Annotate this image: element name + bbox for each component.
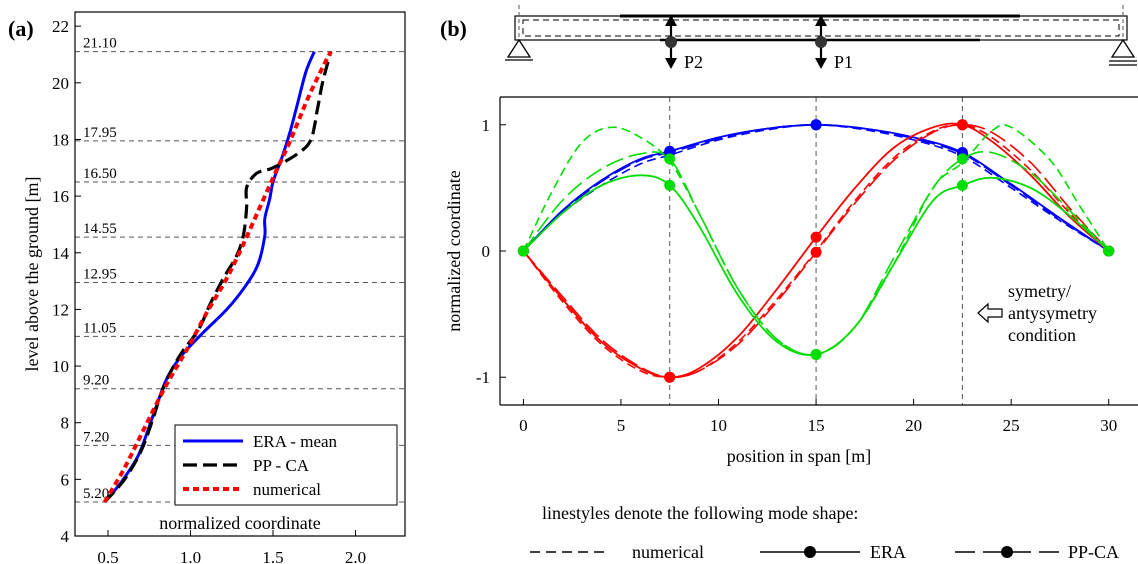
y-tick-label: 6 [61,470,70,489]
support-roller-icon [1110,38,1136,58]
mode1-marker [810,119,822,131]
y-tick-label: 1 [482,116,491,135]
y-tick-label: 18 [52,130,69,149]
level-label: 11.05 [83,320,116,336]
panel-a-frame [74,11,406,537]
mode2-marker [956,119,968,131]
mode2-marker [664,371,676,383]
style-legend-caption: linestyles denote the following mode sha… [542,503,858,523]
support-pin-icon [506,38,532,58]
load-arrow-down-icon [665,58,677,69]
x-tick-label: 20 [905,416,922,435]
annotation-arrow-icon [977,302,1003,324]
mode3-marker [956,179,968,191]
level-label: 5.20 [83,486,109,502]
series-numerical [102,50,333,504]
y-tick-label: 8 [61,414,70,433]
x-tick-label: 1.5 [262,548,283,564]
beam-schematic: P2 P1 [505,5,1137,72]
style-legend: linestyles denote the following mode sha… [530,503,1119,562]
mode2-marker [810,246,822,258]
mode3-marker [1103,245,1115,257]
mode1-ppca [522,123,1110,252]
legend-entry: ERA - mean [253,432,338,451]
style-legend-item: numerical [632,542,704,562]
mode3-marker [956,153,968,165]
load-sensor-dot [815,36,827,48]
y-tick-label: 0 [482,242,491,261]
panel-a-ylabel: level above the ground [m] [22,177,42,372]
level-label: 16.50 [83,166,117,182]
legend-entry: numerical [253,480,321,499]
panel-b-label: (b) [440,16,467,41]
x-tick-label: 15 [808,416,825,435]
mode3-marker [517,245,529,257]
load-arrow-up-icon [815,15,827,26]
y-tick-label: -1 [476,368,490,387]
mode3-marker [810,349,822,360]
style-marker [804,546,816,558]
series-pp-ca [103,51,333,504]
mode2-marker [810,231,822,243]
mode3-marker [664,153,676,165]
level-label: 14.55 [83,221,117,237]
load-arrow-down-icon [815,58,827,69]
y-tick-label: 10 [52,357,69,376]
style-marker [1001,546,1013,558]
y-tick-label: 12 [52,300,69,319]
level-label: 12.95 [83,266,117,282]
x-tick-label: 2.0 [345,548,366,564]
annotation-text: condition [1008,325,1076,345]
y-tick-label: 16 [52,187,69,206]
mode3-marker [664,179,676,191]
load-sensor-dot [665,36,677,48]
level-label: 21.10 [83,36,117,52]
x-tick-label: 1.0 [180,548,201,564]
panel-a-xlabel: normalized coordinate [159,513,320,533]
y-tick-label: 20 [52,74,69,93]
y-tick-label: 14 [52,244,70,263]
x-tick-label: 25 [1003,416,1020,435]
style-legend-item: PP-CA [1068,542,1119,562]
y-tick-label: 22 [52,17,69,36]
level-label: 7.20 [83,429,109,445]
x-tick-label: 0.5 [97,548,118,564]
panel-b-xlabel: position in span [m] [727,446,872,466]
x-tick-label: 30 [1100,416,1117,435]
annotation-text: antysymetry [1008,303,1097,323]
x-tick-label: 5 [617,416,626,435]
x-tick-label: 10 [710,416,727,435]
legend-entry: PP - CA [253,456,310,475]
load-arrow-up-icon [665,15,677,26]
panel-a-chart: (a) 5.20 7.20 9.20 11.05 12.95 14.55 16.50 17.95… [8,11,406,564]
load-label: P1 [834,52,853,72]
load-label: P2 [684,52,703,72]
annotation-text: symetry/ [1008,281,1071,301]
level-label: 9.20 [83,373,109,389]
level-label: 17.95 [83,125,117,141]
panel-b-ylabel: normalized coordinate [444,170,464,331]
style-legend-item: ERA [870,542,906,562]
panel-a-label: (a) [8,16,34,41]
y-tick-label: 4 [61,527,70,546]
x-tick-label: 0 [519,416,528,435]
